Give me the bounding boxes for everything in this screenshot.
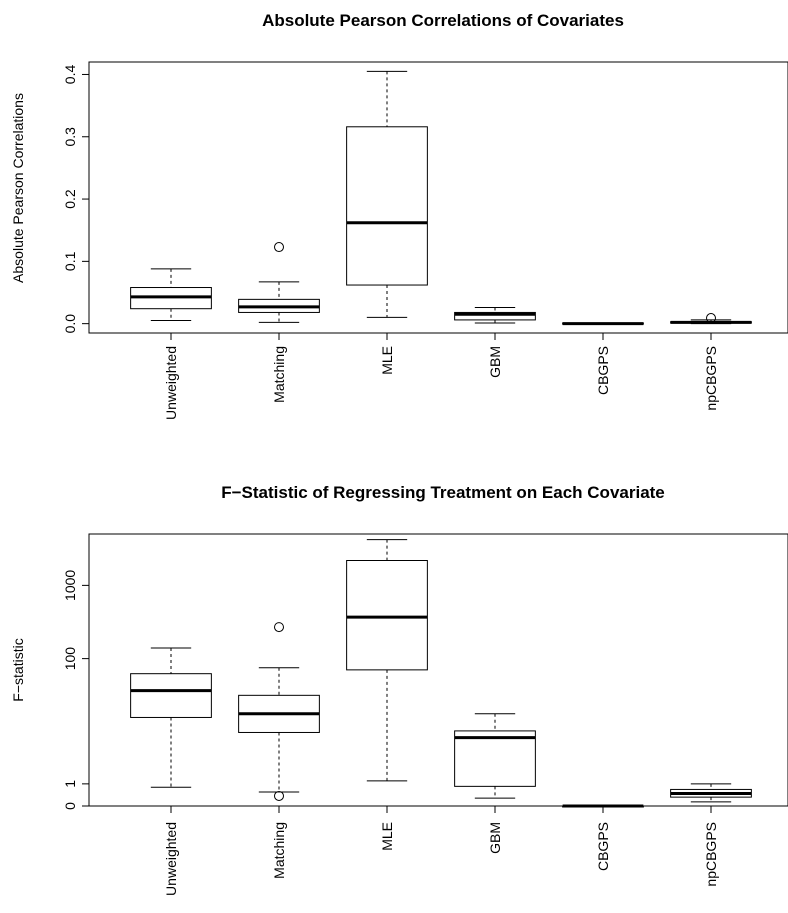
box-unweighted (130, 268, 212, 322)
y-tick-label: 0.4 (62, 65, 78, 85)
category-label: CBGPS (595, 346, 611, 395)
category-label: MLE (379, 346, 395, 375)
y-tick-label: 0.1 (62, 251, 78, 271)
y-axis: 0 1 100 1000 (62, 570, 90, 810)
box-matching (238, 242, 320, 323)
box-matching (238, 622, 320, 801)
y-tick-label: 1000 (62, 570, 78, 601)
chart-title: F−Statistic of Regressing Treatment on E… (221, 483, 665, 502)
outlier-point (274, 242, 284, 253)
category-labels: Unweighted Matching MLE GBM CBGPS npCBGPS (163, 805, 719, 896)
box-gbm (454, 306, 536, 324)
outlier-point (706, 313, 716, 324)
outlier-point (274, 622, 284, 633)
box-npcbgps (670, 783, 752, 803)
category-label: Unweighted (163, 346, 179, 420)
iqr-box (454, 311, 536, 321)
category-label: GBM (487, 822, 503, 854)
category-label: Matching (271, 822, 287, 879)
plot-frame (88, 533, 788, 807)
y-tick-label: 0.3 (62, 127, 78, 147)
category-label: Unweighted (163, 822, 179, 896)
y-tick-label: 1 (62, 780, 78, 788)
box-mle (346, 539, 428, 782)
category-label: GBM (487, 346, 503, 378)
fstatistic-boxplot-panel: F−Statistic of Regressing Treatment on E… (10, 483, 788, 896)
boxes (130, 70, 752, 326)
boxes (130, 539, 752, 808)
y-tick-label: 0 (62, 802, 78, 810)
correlation-boxplot-panel: Absolute Pearson Correlations of Covaria… (10, 11, 788, 420)
category-label: MLE (379, 822, 395, 851)
chart-title: Absolute Pearson Correlations of Covaria… (262, 11, 624, 30)
category-label: npCBGPS (703, 822, 719, 887)
category-labels: Unweighted Matching MLE GBM CBGPS npCBGPS (163, 332, 719, 420)
iqr-box (346, 126, 428, 286)
iqr-box (346, 560, 428, 671)
iqr-box (130, 673, 212, 718)
y-tick-label: 0.2 (62, 189, 78, 209)
box-gbm (454, 713, 536, 799)
category-label: npCBGPS (703, 346, 719, 411)
y-tick-label: 100 (62, 647, 78, 671)
box-cbgps (562, 322, 644, 326)
category-label: CBGPS (595, 822, 611, 871)
iqr-box (454, 730, 536, 787)
box-unweighted (130, 647, 212, 788)
y-axis-label: Absolute Pearson Correlations (10, 93, 26, 283)
y-tick-label: 0.0 (62, 314, 78, 334)
y-axis: 0.0 0.1 0.2 0.3 0.4 (62, 65, 90, 334)
y-axis-label: F−statistic (10, 638, 26, 701)
outlier-point (274, 790, 284, 801)
box-npcbgps (670, 313, 752, 325)
category-label: Matching (271, 346, 287, 403)
box-mle (346, 70, 428, 318)
